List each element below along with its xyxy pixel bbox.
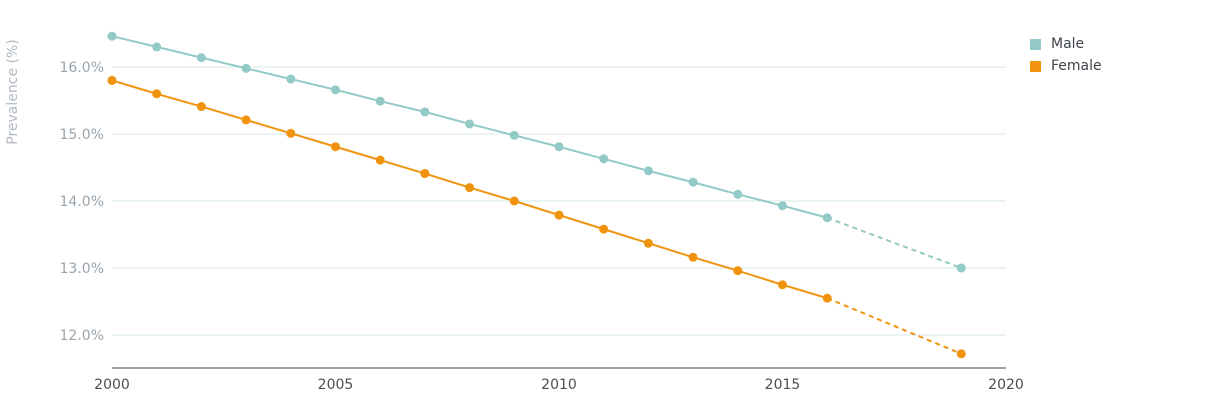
legend-label-female: Female (1051, 58, 1102, 74)
data-point-female (465, 183, 475, 193)
data-point-male (778, 201, 787, 211)
y-tick-label: 14.0% (60, 194, 104, 210)
data-point-male (196, 53, 206, 63)
data-point-male (643, 166, 653, 176)
data-point-female (241, 115, 251, 125)
series-projection-line-female (826, 297, 962, 355)
data-point-female (643, 238, 653, 248)
data-point-female (956, 349, 966, 359)
y-tick-label: 16.0% (60, 60, 104, 76)
data-point-female (509, 196, 519, 206)
data-point-male (286, 74, 296, 84)
legend: Male Female (1030, 33, 1102, 77)
data-point-female (375, 155, 385, 165)
data-point-female (733, 266, 743, 276)
y-tick-label: 13.0% (60, 261, 104, 277)
data-point-male (688, 177, 698, 187)
data-point-female (286, 128, 296, 138)
data-point-female (420, 169, 430, 179)
data-point-female (688, 252, 698, 262)
x-tick-label: 2000 (94, 377, 130, 393)
x-tick-label: 2015 (765, 377, 801, 393)
data-point-female (107, 75, 117, 85)
legend-swatch-female (1030, 60, 1041, 72)
data-point-male (107, 31, 117, 41)
data-point-male (733, 189, 743, 199)
data-point-male (599, 154, 609, 164)
data-point-female (196, 102, 206, 112)
legend-swatch-male (1030, 38, 1041, 50)
data-point-male (822, 213, 832, 223)
x-tick-label: 2010 (541, 377, 577, 393)
data-point-female (331, 142, 340, 152)
data-point-male (420, 107, 430, 117)
legend-label-male: Male (1051, 36, 1085, 52)
data-point-female (822, 293, 832, 303)
x-tick-label: 2020 (988, 377, 1024, 393)
legend-item-female[interactable]: Female (1030, 55, 1102, 77)
y-axis-title: Prevalence (%) (5, 39, 21, 145)
series-projection-line-male (826, 216, 962, 269)
y-tick-label: 12.0% (60, 328, 104, 344)
data-point-male (465, 119, 475, 129)
x-tick-label: 2005 (318, 377, 354, 393)
data-point-male (554, 142, 564, 152)
data-point-female (778, 280, 787, 290)
y-tick-label: 15.0% (60, 127, 104, 143)
data-point-male (956, 263, 966, 273)
data-point-male (509, 130, 519, 140)
data-point-male (152, 42, 162, 52)
data-point-male (241, 63, 251, 73)
data-point-female (152, 89, 162, 99)
data-point-male (331, 85, 340, 95)
data-point-female (554, 210, 564, 220)
legend-item-male[interactable]: Male (1030, 33, 1102, 55)
data-point-female (599, 224, 609, 234)
data-point-male (375, 96, 385, 106)
